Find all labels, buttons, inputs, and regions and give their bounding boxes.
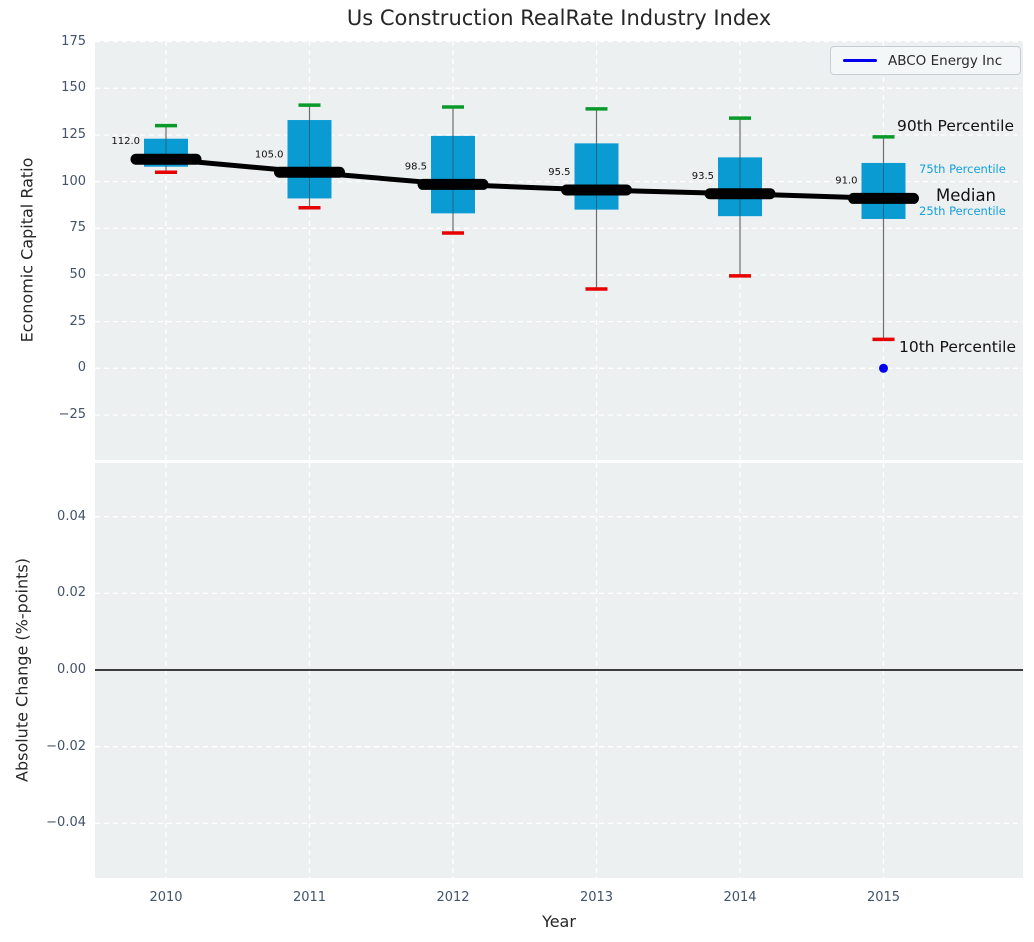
bottom-y-tick-label: −0.02 — [46, 738, 86, 754]
top-y-tick-label: −25 — [58, 406, 86, 422]
abco-energy-point — [879, 363, 888, 373]
boxplot-canvas: 112.0 105.0 98.5 95.5 93.5 91.0 — [95, 41, 1023, 460]
annotation-10th-percentile: 10th Percentile — [899, 338, 1017, 356]
chart-title: Us Construction RealRate Industry Index — [346, 6, 772, 30]
x-tick-label: 2015 — [866, 890, 901, 905]
median-value-label: 93.5 — [692, 171, 714, 182]
x-tick-label: 2012 — [436, 890, 470, 905]
bottom-panel — [95, 463, 1023, 878]
median-value-label: 95.5 — [548, 167, 570, 178]
x-axis-label: Year — [542, 912, 576, 931]
legend: ABCO Energy Inc — [830, 46, 1021, 75]
legend-line-swatch — [843, 59, 877, 62]
annotation-75th-percentile: 75th Percentile — [919, 162, 1006, 176]
annotation-median: Median — [936, 186, 997, 205]
top-panel: 112.0 105.0 98.5 95.5 93.5 91.0 — [95, 41, 1023, 460]
top-y-tick-label: 100 — [61, 173, 86, 189]
median-value-label: 105.0 — [255, 149, 284, 160]
annotation-25th-percentile: 25th Percentile — [919, 204, 1006, 218]
annotation-90th-percentile: 90th Percentile — [897, 117, 1015, 135]
median-value-label: 112.0 — [111, 136, 140, 147]
x-tick-label: 2014 — [723, 890, 757, 905]
top-y-tick-label: 175 — [61, 33, 86, 49]
top-y-tick-label: 150 — [61, 80, 86, 96]
top-y-tick-label: 125 — [61, 126, 86, 142]
top-y-tick-label: 50 — [69, 266, 86, 282]
top-y-tick-label: 25 — [69, 313, 86, 329]
bottom-y-tick-label: 0.00 — [57, 662, 86, 677]
median-value-label: 91.0 — [835, 175, 857, 186]
x-tick-label: 2013 — [579, 890, 614, 905]
bottom-y-tick-label: 0.04 — [57, 508, 86, 524]
change-canvas — [95, 463, 1023, 878]
x-tick-label: 2011 — [292, 890, 327, 905]
median-value-label: 98.5 — [405, 161, 427, 172]
median-trend-line — [165, 156, 884, 201]
bottom-y-tick-label: −0.04 — [46, 815, 86, 831]
bottom-y-tick-label: 0.02 — [57, 585, 86, 601]
top-y-tick-label: 0 — [77, 360, 86, 376]
legend-label: ABCO Energy Inc — [888, 52, 1003, 69]
top-y-tick-label: 75 — [69, 220, 86, 236]
x-tick-label: 2010 — [149, 890, 183, 905]
